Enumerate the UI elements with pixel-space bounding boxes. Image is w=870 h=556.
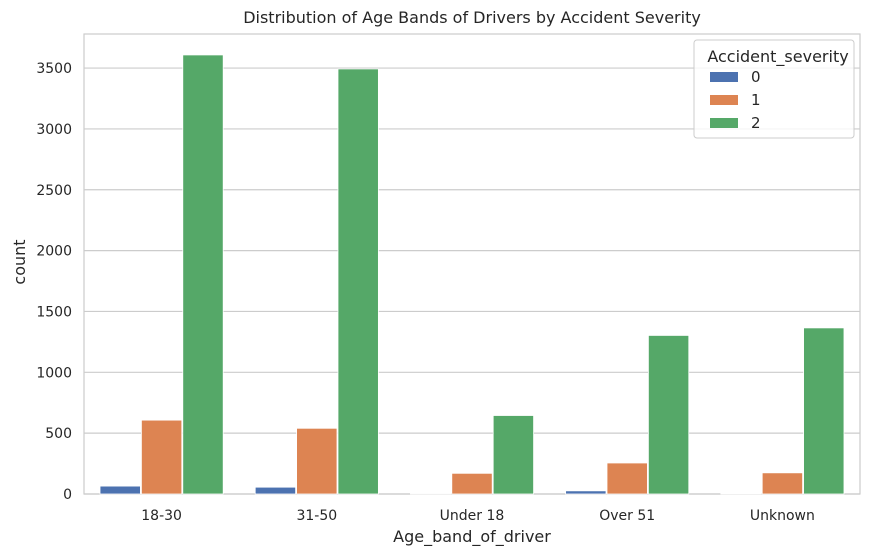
bar-under-18-severity-1 (451, 472, 493, 495)
y-tick-label: 500 (45, 426, 72, 442)
legend-label-0: 0 (751, 68, 761, 86)
x-tick-label: 31-50 (296, 508, 337, 524)
y-axis-ticks: 0 500 1000 1500 2000 2500 3000 3500 (36, 61, 72, 503)
bar-over-51-severity-2 (647, 335, 690, 495)
bar-over-51-severity-1 (606, 462, 648, 495)
legend-label-1: 1 (751, 91, 761, 109)
y-tick-label: 3000 (36, 122, 72, 138)
y-tick-label: 3500 (36, 61, 72, 77)
bar-18-30-severity-1 (141, 419, 183, 495)
y-tick-label: 2000 (36, 244, 72, 260)
y-tick-label: 1500 (36, 304, 72, 320)
bar-18-30-severity-2 (182, 54, 224, 495)
legend-swatch-2 (710, 118, 738, 128)
legend: Accident_severity 0 1 2 (693, 39, 855, 139)
y-tick-label: 2500 (36, 183, 72, 199)
legend-title: Accident_severity (707, 47, 848, 67)
bar-31-50-severity-0 (254, 486, 297, 495)
bar-31-50-severity-2 (337, 68, 379, 495)
bar-unknown-severity-1 (761, 472, 803, 495)
bar-18-30-severity-0 (99, 485, 141, 495)
bar-over-51-severity-0 (565, 490, 607, 495)
x-tick-label: Over 51 (599, 508, 655, 524)
x-tick-label: Under 18 (440, 508, 505, 524)
bar-31-50-severity-1 (296, 427, 338, 495)
plot-area (83, 33, 861, 495)
legend-swatch-0 (710, 72, 738, 82)
x-tick-label: 18-30 (141, 508, 182, 524)
legend-label-2: 2 (751, 114, 761, 132)
legend-box (693, 39, 855, 139)
bars (99, 54, 845, 495)
y-tick-label: 1000 (36, 365, 72, 381)
bar-under-18-severity-2 (492, 415, 534, 495)
x-axis-ticks: 18-30 31-50 Under 18 Over 51 Unknown (141, 508, 815, 524)
x-tick-label: Unknown (750, 508, 815, 524)
chart-title: Distribution of Age Bands of Drivers by … (243, 8, 701, 27)
x-axis-label: Age_band_of_driver (393, 527, 551, 547)
legend-items: 0 1 2 (710, 68, 761, 132)
bar-unknown-severity-0 (720, 492, 762, 495)
y-axis-label: count (10, 239, 29, 284)
y-tick-label: 0 (63, 487, 72, 503)
bar-unknown-severity-2 (803, 327, 845, 495)
legend-swatch-1 (710, 95, 738, 105)
